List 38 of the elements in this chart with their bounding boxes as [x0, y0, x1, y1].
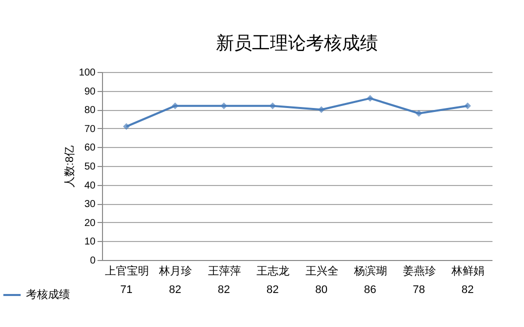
point — [172, 102, 178, 110]
legend-label: 考核成绩 — [26, 288, 70, 301]
x-tick-label: 上官宝明 — [104, 264, 149, 278]
data-label: 82 — [218, 284, 230, 296]
point — [416, 110, 422, 117]
x-tick-label: 王志龙 — [256, 264, 290, 278]
point — [269, 102, 276, 110]
y-tick-label: 100 — [78, 68, 96, 78]
point — [366, 94, 374, 102]
x-tick-label: 林鲜娟 — [450, 264, 485, 278]
x-tick-label: 姜燕珍 — [402, 264, 436, 278]
y-tick-label: 10 — [84, 236, 96, 248]
y-axis-title: 人数:8亿 — [64, 145, 76, 188]
data-label: 82 — [169, 284, 182, 296]
data-label: 82 — [266, 284, 279, 296]
data-label: 80 — [315, 284, 328, 296]
point — [123, 123, 130, 130]
point — [318, 106, 325, 113]
point — [464, 102, 471, 110]
chart-title: 新员工理论考核成绩 — [216, 33, 378, 53]
y-tick-label: 70 — [84, 124, 96, 135]
data-label: 82 — [462, 284, 474, 296]
x-tick-label: 王兴全 — [305, 264, 338, 278]
y-tick-label: 50 — [84, 162, 96, 172]
y-tick-label: 80 — [84, 105, 96, 116]
y-tick-label: 60 — [84, 142, 96, 154]
y-tick-label: 30 — [84, 199, 96, 210]
y-tick-label: 0 — [90, 256, 96, 266]
data-label: 78 — [412, 284, 425, 296]
data-label: 71 — [120, 284, 132, 296]
point — [220, 102, 228, 110]
x-tick-label: 王萍萍 — [208, 264, 241, 278]
x-tick-label: 杨滨瑚 — [353, 264, 388, 278]
y-tick-label: 40 — [84, 180, 96, 192]
y-tick-label: 90 — [84, 86, 96, 98]
data-label: 86 — [364, 284, 376, 296]
y-tick-label: 20 — [84, 218, 96, 229]
x-tick-label: 林月珍 — [158, 264, 192, 278]
